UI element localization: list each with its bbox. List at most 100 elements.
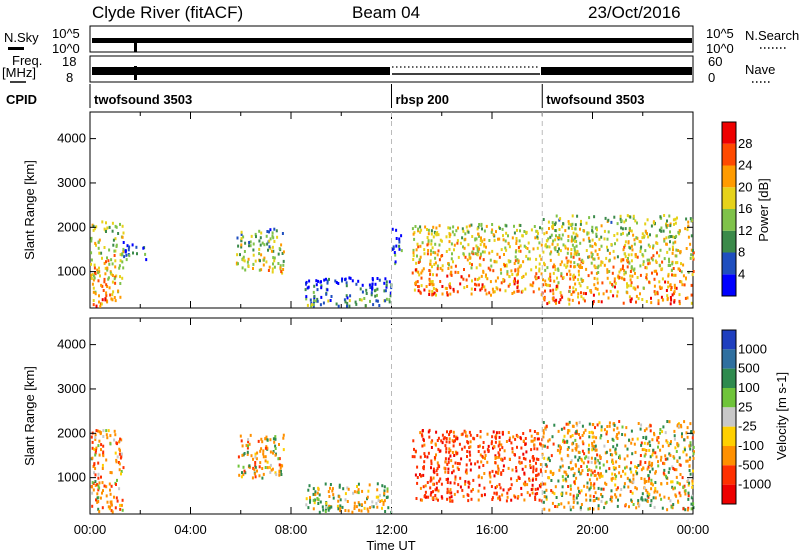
- range-cell: [507, 488, 510, 492]
- range-cell: [267, 269, 270, 272]
- range-cell: [505, 499, 508, 503]
- range-cell: [254, 455, 257, 459]
- range-cell: [637, 422, 640, 425]
- range-cell: [610, 489, 613, 493]
- range-cell: [383, 491, 386, 495]
- range-cell: [338, 485, 341, 489]
- range-cell: [394, 260, 397, 264]
- range-cell: [364, 500, 367, 504]
- range-cell: [570, 235, 573, 239]
- range-cell: [562, 438, 565, 442]
- range-cell: [560, 272, 563, 276]
- range-cell: [594, 458, 597, 462]
- range-cell: [310, 303, 313, 307]
- range-cell: [107, 429, 110, 433]
- range-cell: [512, 279, 515, 283]
- range-cell: [669, 230, 671, 234]
- range-cell: [239, 253, 241, 257]
- range-cell: [497, 444, 500, 448]
- range-cell: [414, 268, 417, 272]
- range-cell: [247, 265, 250, 268]
- range-cell: [665, 439, 668, 443]
- range-cell: [656, 242, 659, 245]
- range-cell: [574, 275, 577, 279]
- range-cell: [632, 286, 635, 290]
- range-cell: [545, 424, 548, 428]
- range-cell: [672, 218, 675, 222]
- range-cell: [656, 251, 658, 255]
- range-cell: [590, 290, 593, 294]
- range-cell: [533, 438, 536, 442]
- range-cell: [320, 280, 322, 284]
- range-cell: [309, 498, 312, 502]
- range-cell: [613, 280, 616, 284]
- range-cell: [235, 261, 238, 265]
- range-cell: [491, 249, 494, 253]
- range-cell: [611, 283, 614, 286]
- range-cell: [524, 483, 526, 487]
- range-cell: [627, 253, 630, 257]
- range-cell: [647, 235, 650, 239]
- range-cell: [655, 269, 658, 273]
- range-cell: [666, 508, 669, 512]
- range-cell: [685, 431, 688, 435]
- range-cell: [254, 232, 257, 236]
- range-cell: [306, 303, 309, 307]
- range-cell: [444, 457, 447, 461]
- range-cell: [421, 269, 424, 273]
- colorbar-swatch: [722, 187, 736, 209]
- colorbar-frame: [721, 329, 737, 505]
- range-cell: [316, 288, 319, 292]
- range-cell: [540, 272, 543, 276]
- range-cell: [656, 438, 659, 442]
- range-cell: [506, 495, 509, 499]
- range-cell: [109, 492, 112, 496]
- range-cell: [368, 483, 371, 487]
- range-cell: [428, 279, 431, 283]
- range-cell: [128, 254, 131, 258]
- freq-trace-2: [541, 67, 692, 75]
- range-cell: [671, 293, 674, 297]
- range-cell: [575, 288, 577, 292]
- range-cell: [454, 475, 457, 479]
- range-cell: [628, 229, 631, 232]
- range-cell: [624, 466, 626, 470]
- range-cell: [507, 431, 510, 434]
- range-cell: [640, 441, 643, 445]
- range-cell: [658, 228, 661, 232]
- range-cell: [604, 216, 607, 220]
- range-cell: [671, 273, 673, 277]
- range-cell: [110, 297, 113, 301]
- range-cell: [411, 227, 414, 231]
- range-cell: [456, 462, 459, 465]
- range-cell: [441, 433, 444, 437]
- freq-label: Freq.: [12, 53, 42, 68]
- range-cell: [523, 230, 526, 233]
- range-cell: [306, 286, 309, 290]
- range-cell: [492, 446, 494, 450]
- range-cell: [566, 453, 569, 457]
- range-cell: [262, 455, 265, 459]
- range-cell: [121, 224, 124, 228]
- colorbar-swatch: [722, 122, 736, 144]
- range-cell: [632, 473, 635, 477]
- range-cell: [571, 214, 574, 218]
- range-cell: [565, 265, 568, 269]
- range-cell: [120, 438, 123, 442]
- range-cell: [676, 261, 679, 265]
- range-cell: [439, 266, 442, 270]
- range-cell: [426, 228, 428, 231]
- range-cell: [525, 230, 528, 234]
- range-cell: [575, 476, 578, 480]
- range-cell: [248, 244, 250, 248]
- range-cell: [461, 432, 464, 436]
- range-cell: [557, 281, 560, 285]
- range-cell: [468, 274, 471, 278]
- range-cell: [611, 271, 614, 275]
- range-cell: [122, 466, 125, 470]
- range-cell: [272, 451, 274, 455]
- range-cell: [692, 456, 695, 460]
- range-cell: [280, 243, 283, 247]
- range-cell: [261, 476, 264, 480]
- range-cell: [640, 477, 643, 480]
